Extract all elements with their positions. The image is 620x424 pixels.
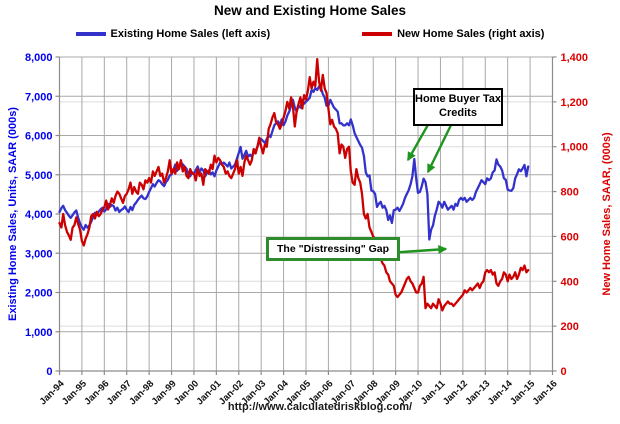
legend-label-new: New Home Sales (right axis) — [397, 28, 545, 40]
svg-text:1,400: 1,400 — [561, 52, 589, 64]
svg-text:1,000: 1,000 — [25, 327, 53, 339]
svg-text:200: 200 — [561, 321, 579, 333]
svg-text:400: 400 — [561, 276, 579, 288]
annotation-home-buyer-tax-credits: Home Buyer Tax Credits — [413, 88, 503, 126]
axes — [55, 56, 557, 375]
svg-text:2,000: 2,000 — [25, 288, 53, 300]
legend-item-existing: Existing Home Sales (left axis) — [75, 28, 271, 40]
existing-home-sales-line — [58, 85, 530, 241]
svg-text:6,000: 6,000 — [25, 131, 53, 143]
svg-text:5,000: 5,000 — [25, 170, 53, 182]
legend-item-new: New Home Sales (right axis) — [362, 28, 544, 40]
svg-text:600: 600 — [561, 231, 579, 243]
y-left-tick-labels: 0 1,000 2,000 3,000 4,000 5,000 6,000 7,000 8,00… — [25, 52, 53, 378]
y-right-tick-labels: 0 200 400 600 800 1,000 1,200 1,400 — [561, 52, 589, 378]
svg-text:1,000: 1,000 — [561, 142, 589, 154]
svg-text:3,000: 3,000 — [25, 248, 53, 260]
svg-text:8,000: 8,000 — [25, 52, 53, 64]
existing-line-swatch — [75, 32, 106, 36]
source-url: http://www.calculatedriskblog.com/ — [227, 401, 413, 413]
new-line-swatch — [362, 32, 393, 36]
legend-label-existing: Existing Home Sales (left axis) — [110, 28, 271, 40]
svg-text:7,000: 7,000 — [25, 91, 53, 103]
legend: Existing Home Sales (left axis) New Home… — [0, 28, 620, 40]
svg-text:0: 0 — [46, 366, 52, 378]
left-axis-title: Existing Home Sales, Units, SAAR (000s) — [7, 107, 19, 321]
svg-text:4,000: 4,000 — [25, 209, 53, 221]
right-axis-title: New Home Sales, SAAR, (000s) — [601, 132, 613, 296]
series — [58, 58, 530, 312]
svg-text:0: 0 — [561, 366, 567, 378]
svg-text:800: 800 — [561, 187, 579, 199]
annotation-distressing-gap: The "Distressing" Gap — [266, 237, 401, 261]
new-home-sales-line — [58, 58, 530, 312]
chart-title: New and Existing Home Sales — [213, 3, 407, 18]
svg-text:1,200: 1,200 — [561, 97, 589, 109]
